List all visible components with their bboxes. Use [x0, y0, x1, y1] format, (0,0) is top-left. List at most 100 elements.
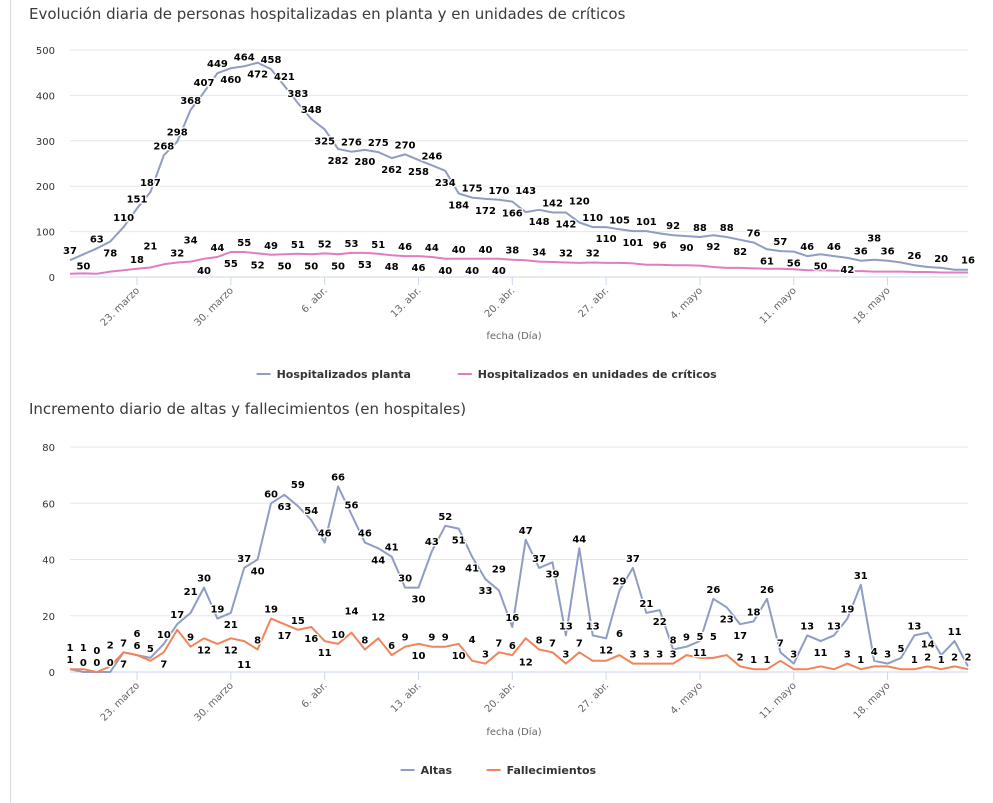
x-tick-label: 23. marzo	[99, 680, 142, 723]
data-label: 17	[733, 631, 747, 642]
legend-item[interactable]: Fallecimientos	[507, 764, 597, 777]
data-label: 3	[656, 650, 663, 661]
data-label: 166	[502, 209, 523, 220]
data-label: 3	[629, 650, 636, 661]
data-label: 20	[934, 254, 948, 265]
data-label: 40	[197, 266, 211, 277]
data-label: 9	[442, 633, 449, 644]
data-label: 2	[737, 652, 744, 663]
x-tick-label: 11. mayo	[758, 285, 799, 326]
data-label: 142	[542, 199, 563, 210]
data-label: 18	[130, 255, 144, 266]
data-label: 13	[907, 621, 921, 632]
y-tick-label: 400	[36, 91, 55, 102]
data-label: 46	[398, 242, 412, 253]
x-tick-label: 6. abr.	[300, 285, 330, 315]
data-label: 6	[616, 629, 623, 640]
data-label: 12	[371, 612, 385, 623]
data-label: 92	[666, 221, 680, 232]
data-label: 92	[706, 242, 720, 253]
data-label: 275	[368, 138, 389, 149]
data-label: 458	[261, 55, 282, 66]
data-label: 143	[515, 186, 536, 197]
data-label: 6	[509, 641, 516, 652]
data-label: 52	[251, 260, 265, 271]
data-label: 52	[318, 239, 332, 250]
data-label: 13	[586, 621, 600, 632]
data-label: 383	[287, 89, 308, 100]
data-label: 262	[381, 165, 402, 176]
data-label: 4	[469, 635, 476, 646]
data-label: 8	[536, 636, 543, 647]
data-label: 29	[613, 576, 627, 587]
data-label: 57	[773, 237, 787, 248]
data-label: 11	[948, 627, 962, 638]
y-tick-label: 80	[42, 443, 55, 454]
data-label: 17	[277, 631, 291, 642]
data-label: 14	[921, 640, 935, 651]
data-label: 46	[800, 242, 814, 253]
data-label: 49	[264, 241, 278, 252]
data-label: 120	[569, 197, 590, 208]
chart-hospitalizados: 0 100 200 300 400 500 23. marzo 30. marzo 6. abr…	[36, 46, 976, 381]
data-label: 10	[157, 630, 171, 641]
data-label: 2	[107, 640, 114, 651]
data-label: 82	[733, 247, 747, 258]
data-label: 11	[318, 648, 332, 659]
data-label: 51	[371, 240, 385, 251]
data-label: 19	[264, 605, 278, 616]
data-label: 280	[354, 157, 375, 168]
data-label: 8	[361, 636, 368, 647]
data-label: 110	[582, 213, 603, 224]
data-label: 60	[264, 489, 278, 500]
y-tick-label: 0	[49, 273, 55, 284]
legend-item[interactable]: Altas	[421, 764, 453, 777]
data-label: 3	[884, 650, 891, 661]
legend-item[interactable]: Hospitalizados planta	[277, 368, 411, 381]
data-label: 37	[63, 246, 77, 257]
data-label: 37	[237, 554, 251, 565]
data-label: 21	[639, 599, 653, 610]
series-line-1	[70, 617, 969, 673]
data-label: 1	[67, 655, 74, 666]
data-label: 464	[234, 52, 255, 63]
data-label: 44	[572, 534, 586, 545]
data-label: 6	[134, 629, 141, 640]
data-label: 30	[197, 574, 211, 585]
data-label: 460	[220, 75, 241, 86]
data-label: 54	[304, 506, 318, 517]
data-label: 16	[304, 634, 318, 645]
y-tick-label: 200	[36, 182, 55, 193]
y-tick-label: 0	[49, 668, 55, 679]
data-label: 3	[482, 650, 489, 661]
data-label: 13	[559, 621, 573, 632]
data-label: 4	[871, 647, 878, 658]
data-label: 148	[529, 217, 550, 228]
x-tick-label: 13. abr.	[389, 680, 424, 715]
x-tick-label: 27. abr.	[577, 680, 612, 715]
data-label: 6	[388, 641, 395, 652]
legend-item[interactable]: Hospitalizados en unidades de críticos	[478, 368, 717, 381]
data-label: 21	[224, 620, 238, 631]
data-label: 3	[670, 650, 677, 661]
data-label: 12	[599, 645, 613, 656]
data-label: 1	[750, 655, 757, 666]
y-tick-label: 300	[36, 137, 55, 148]
data-label: 40	[452, 245, 466, 256]
data-label: 41	[465, 564, 479, 575]
data-label: 0	[93, 658, 100, 669]
data-label: 407	[194, 78, 215, 89]
data-label: 9	[402, 633, 409, 644]
x-tick-label: 4. mayo	[669, 680, 706, 717]
y-tick-label: 500	[36, 46, 55, 57]
data-label: 7	[549, 638, 556, 649]
data-label: 56	[345, 501, 359, 512]
x-tick-label: 18. mayo	[852, 285, 893, 326]
data-label: 142	[555, 220, 576, 231]
x-tick-label: 11. mayo	[758, 680, 799, 721]
data-label: 8	[254, 636, 261, 647]
data-label: 40	[438, 266, 452, 277]
data-label: 43	[425, 537, 439, 548]
x-tick-label: 27. abr.	[577, 285, 612, 320]
